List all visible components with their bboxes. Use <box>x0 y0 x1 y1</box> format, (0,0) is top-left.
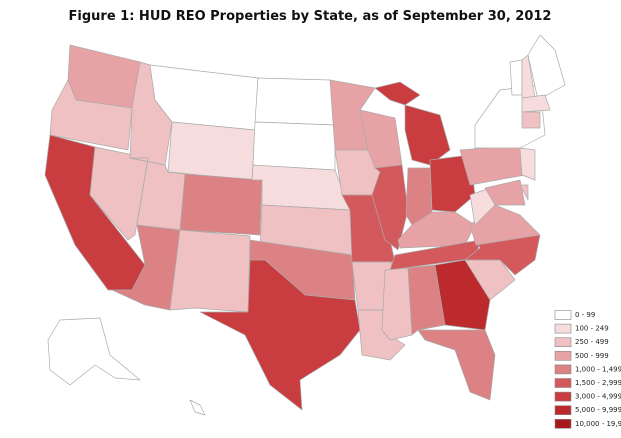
state <box>179 173 263 236</box>
state <box>169 229 251 313</box>
legend-swatch <box>554 350 572 361</box>
state-regions <box>44 34 566 416</box>
state <box>434 259 491 331</box>
state <box>404 104 451 166</box>
legend-swatch <box>554 310 572 320</box>
state <box>254 77 336 126</box>
state <box>252 121 336 171</box>
legend-label: 3,000 - 4,999 <box>575 393 621 401</box>
state <box>527 34 566 101</box>
state <box>459 144 526 186</box>
state <box>407 264 446 336</box>
state <box>417 329 496 401</box>
state <box>371 164 409 251</box>
state <box>251 164 351 211</box>
state <box>484 179 526 206</box>
legend-label: 5,000 - 9,999 <box>575 406 621 414</box>
legend-swatch <box>554 378 572 388</box>
legend-swatch <box>554 364 572 375</box>
legend-label: 500 - 999 <box>575 352 609 360</box>
state <box>49 79 133 151</box>
legend-swatch <box>554 405 572 416</box>
legend-label: 1,000 - 1,499 <box>575 365 621 373</box>
state <box>167 121 256 181</box>
legend: 0 - 99 100 - 249 250 - 499 500 - 999 1,000 -… <box>554 310 621 429</box>
state <box>509 59 523 96</box>
legend-swatch <box>554 323 572 334</box>
legend-label: 10,000 - 19,999 <box>575 420 621 428</box>
figure-title: Figure 1: HUD REO Properties by State, a… <box>69 9 552 24</box>
state <box>189 399 206 416</box>
state <box>464 234 541 276</box>
state <box>199 259 361 411</box>
state <box>381 267 413 341</box>
state <box>519 147 536 181</box>
legend-label: 1,500 - 2,999 <box>575 379 621 387</box>
state <box>47 317 141 386</box>
state <box>397 211 476 249</box>
legend-swatch <box>554 337 572 348</box>
state <box>521 111 541 129</box>
legend-label: 100 - 249 <box>575 325 609 333</box>
state <box>67 44 141 109</box>
state <box>521 94 551 113</box>
state <box>374 81 421 106</box>
legend-swatch <box>554 391 572 402</box>
legend-label: 0 - 99 <box>575 311 595 319</box>
legend-swatch <box>554 418 572 429</box>
legend-label: 250 - 499 <box>575 338 609 346</box>
